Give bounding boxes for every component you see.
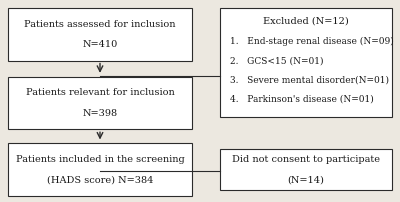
- FancyBboxPatch shape: [8, 77, 192, 129]
- Text: 4.   Parkinson's disease (N=01): 4. Parkinson's disease (N=01): [230, 95, 374, 103]
- FancyBboxPatch shape: [8, 8, 192, 61]
- Text: 3.   Severe mental disorder(N=01): 3. Severe mental disorder(N=01): [230, 75, 389, 84]
- Text: Patients relevant for inclusion: Patients relevant for inclusion: [26, 88, 174, 97]
- Text: (N=14): (N=14): [288, 175, 324, 184]
- FancyBboxPatch shape: [220, 8, 392, 117]
- Text: Excluded (N=12): Excluded (N=12): [263, 17, 349, 26]
- Text: Patients included in the screening: Patients included in the screening: [16, 155, 184, 164]
- Text: N=410: N=410: [82, 40, 118, 49]
- Text: (HADS score) N=384: (HADS score) N=384: [47, 175, 153, 184]
- Text: 2.   GCS<15 (N=01): 2. GCS<15 (N=01): [230, 56, 324, 65]
- Text: Patients assessed for inclusion: Patients assessed for inclusion: [24, 20, 176, 29]
- Text: Did not consent to participate: Did not consent to participate: [232, 155, 380, 164]
- Text: N=398: N=398: [82, 109, 118, 118]
- FancyBboxPatch shape: [220, 149, 392, 190]
- FancyBboxPatch shape: [8, 143, 192, 196]
- Text: 1.   End-stage renal disease (N=09): 1. End-stage renal disease (N=09): [230, 37, 394, 46]
